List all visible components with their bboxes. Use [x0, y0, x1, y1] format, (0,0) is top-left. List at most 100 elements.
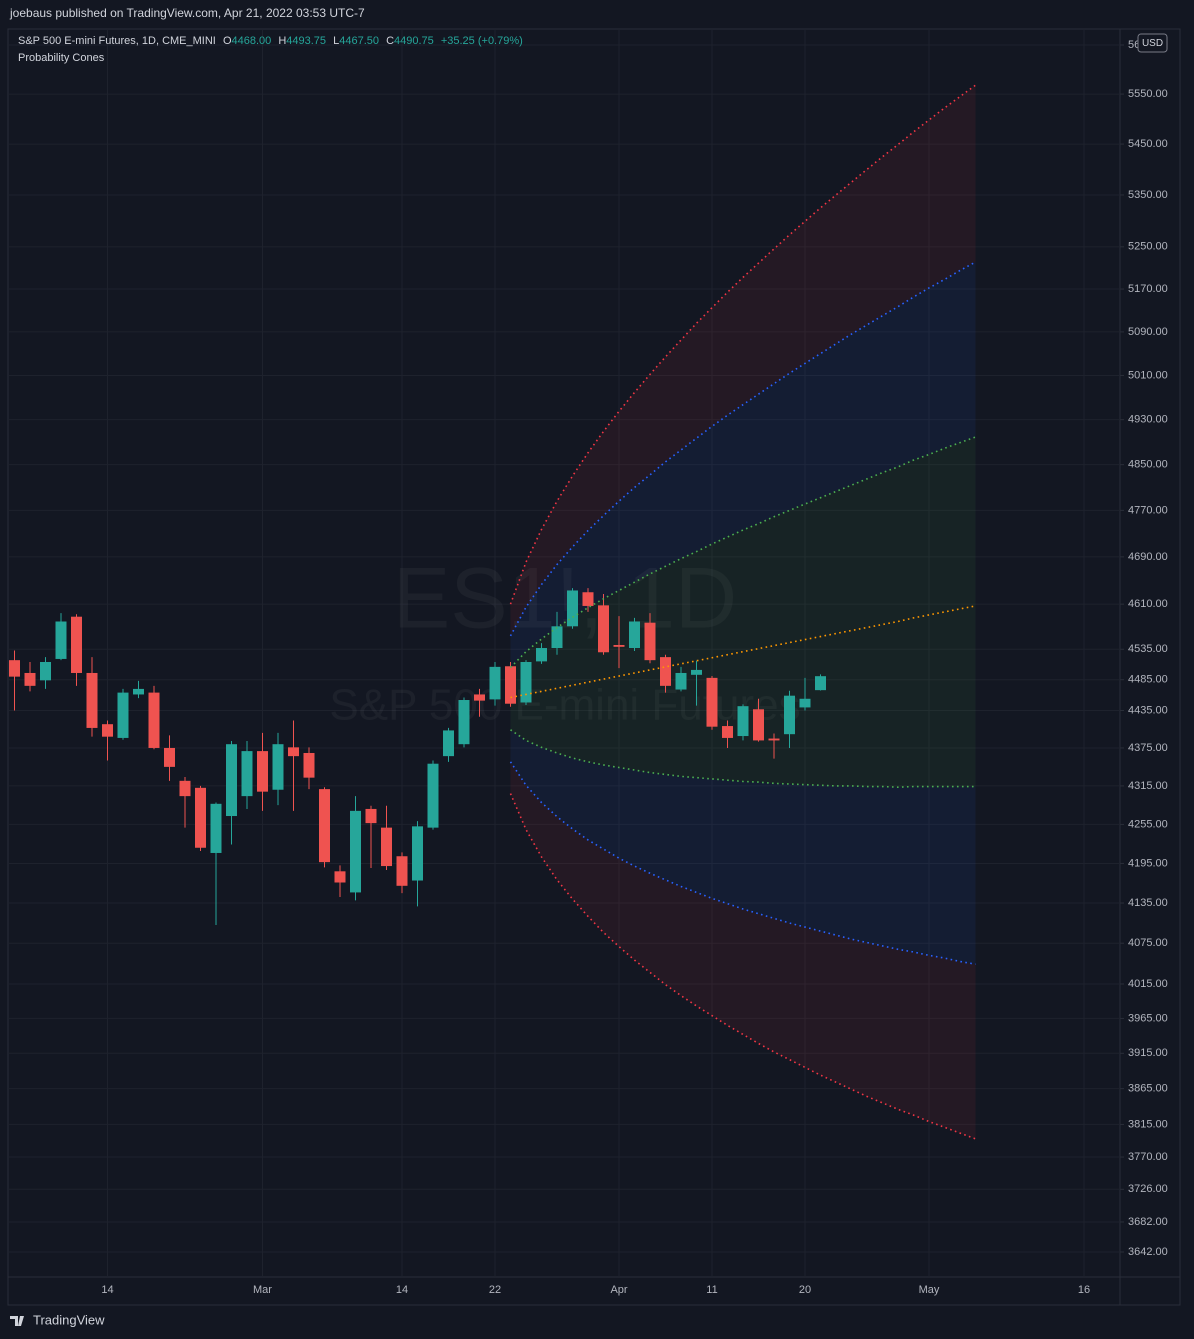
y-tick-label: 3815.00 [1128, 1118, 1168, 1130]
legend-o: 4468.00 [232, 35, 272, 47]
candle-body [675, 672, 687, 690]
candle-body [784, 695, 795, 735]
candle-body [520, 661, 532, 703]
candle-body [210, 803, 222, 853]
candle-body [644, 622, 656, 661]
candle-body [117, 692, 129, 738]
y-tick-label: 5450.00 [1128, 138, 1168, 150]
watermark: ES1!, 1D S&P 500 E-mini Futures [329, 551, 800, 730]
legend-l-label: L [333, 35, 339, 47]
candle-body [365, 808, 377, 824]
candle-body [40, 661, 51, 681]
x-tick-label: 11 [706, 1284, 717, 1296]
candle-body [815, 676, 826, 691]
y-tick-label: 5550.00 [1128, 88, 1168, 100]
y-tick-label: 3726.00 [1128, 1183, 1168, 1195]
axes: 5650.005550.005450.005350.005250.005170.… [101, 39, 1167, 1296]
candle-body [350, 810, 361, 893]
cone-band [510, 262, 976, 668]
x-tick-label: 14 [101, 1284, 113, 1296]
cone-band [510, 437, 976, 698]
x-tick-label: May [919, 1284, 940, 1296]
cone-band [510, 761, 976, 1139]
x-tick-label: 22 [489, 1284, 501, 1296]
candle-body [536, 648, 547, 662]
legend-o-label: O [223, 35, 232, 47]
watermark-description: S&P 500 E-mini Futures [329, 681, 800, 730]
candle-body [319, 789, 330, 863]
candle-body [660, 657, 671, 686]
y-tick-label: 5350.00 [1128, 189, 1168, 201]
candle-body [86, 672, 98, 728]
x-tick-label: Apr [610, 1284, 627, 1296]
y-tick-label: 3915.00 [1128, 1047, 1168, 1059]
candle-body [629, 621, 640, 649]
candle-body [303, 752, 315, 778]
candle-body [241, 751, 253, 797]
plot [9, 84, 976, 1140]
x-tick-label: 16 [1078, 1284, 1090, 1296]
cone-line [509, 793, 976, 1140]
x-tick-label: 14 [396, 1284, 408, 1296]
cone-line [510, 729, 976, 788]
candle-body [257, 751, 268, 792]
candle-body [443, 730, 454, 757]
candle-body [458, 700, 470, 745]
legend-c-label: C [386, 35, 394, 47]
y-tick-label: 4255.00 [1128, 818, 1168, 830]
candle-body [598, 605, 609, 653]
brand-logo [10, 1316, 24, 1326]
y-tick-label: 4930.00 [1128, 414, 1168, 426]
candle-body [691, 669, 702, 675]
candle-body [195, 787, 206, 848]
candle-body [381, 827, 392, 867]
grid [8, 29, 1120, 1277]
currency: USD [1142, 38, 1163, 49]
legend-c: 4490.75 [394, 35, 434, 47]
y-tick-label: 4690.00 [1128, 551, 1168, 563]
y-tick-label: 4075.00 [1128, 937, 1168, 949]
candle-body [799, 698, 811, 708]
watermark-symbol: ES1!, 1D [393, 551, 737, 647]
y-tick-label: 3865.00 [1128, 1083, 1168, 1095]
candle-body [164, 747, 175, 767]
cone-line [509, 761, 976, 965]
y-tick-label: 4770.00 [1128, 504, 1168, 516]
candle-body [489, 666, 501, 700]
candle-body [567, 590, 578, 627]
candle-body [706, 677, 718, 727]
legend-change: +35.25 (+0.79%) [441, 35, 523, 47]
y-tick-label: 3642.00 [1128, 1246, 1168, 1258]
currency-badge [1137, 33, 1168, 53]
pane-border [7, 28, 1181, 1306]
candle-body [288, 747, 299, 757]
legend-l: 4467.50 [339, 35, 379, 47]
candle-body [71, 616, 82, 673]
y-tick-label: 4015.00 [1128, 978, 1168, 990]
candle-body [722, 726, 733, 738]
candle-body [272, 744, 284, 790]
cone-band [510, 605, 976, 788]
y-tick-label: 5170.00 [1128, 283, 1168, 295]
y-tick-label: 3770.00 [1128, 1151, 1168, 1163]
candle-body [613, 644, 625, 647]
y-tick-label: 5010.00 [1128, 369, 1168, 381]
candle-body [737, 706, 749, 737]
cone-band [510, 85, 976, 636]
candle-body [396, 856, 408, 886]
candle-body [753, 709, 764, 741]
y-tick-label: 4535.00 [1128, 643, 1168, 655]
candle-body [9, 660, 20, 677]
y-tick-label: 4850.00 [1128, 459, 1168, 471]
legend-h: 4493.75 [286, 35, 326, 47]
cone-line [509, 84, 976, 605]
cone-line [509, 261, 976, 637]
candle-body [24, 672, 36, 686]
y-tick-label: 4610.00 [1128, 598, 1168, 610]
x-tick-label: Mar [253, 1284, 272, 1296]
candle-body [226, 744, 237, 817]
y-tick-label: 4315.00 [1128, 780, 1168, 792]
candle-body [102, 724, 113, 737]
y-tick-label: 4195.00 [1128, 857, 1168, 869]
